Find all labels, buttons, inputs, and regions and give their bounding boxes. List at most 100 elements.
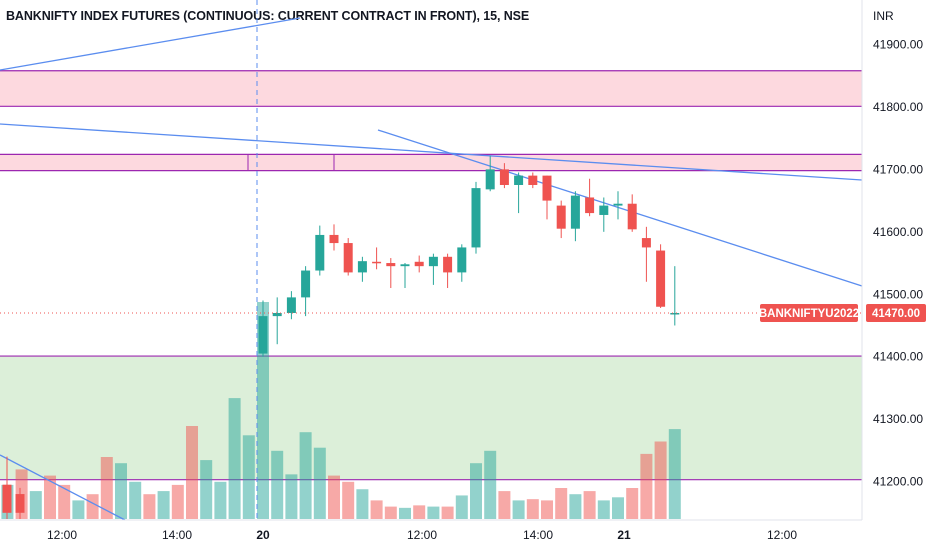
candles — [2, 155, 680, 520]
candle-body — [570, 195, 580, 229]
volume-bar — [242, 435, 255, 519]
currency-label: INR — [873, 9, 894, 23]
volume-bar — [299, 432, 312, 519]
candle-body — [499, 169, 509, 185]
volume-bar — [271, 450, 284, 519]
volume-bar — [115, 463, 127, 519]
resistance-zone — [0, 70, 862, 107]
symbol-tag-text: BANKNIFTYU2022 — [759, 308, 859, 320]
price-tick-label: 41900.00 — [873, 38, 923, 52]
price-zones — [0, 70, 862, 481]
candle-body — [457, 247, 467, 273]
trendline[interactable] — [377, 129, 863, 287]
volume-bar — [427, 506, 440, 519]
price-axis[interactable]: 41900.00 41800.00 41700.00 41600.00 41500.00… — [873, 38, 923, 489]
last-price-tag: 41470.00 — [866, 304, 926, 322]
candle-body — [329, 234, 339, 244]
candle-body — [627, 203, 637, 230]
candle-body — [556, 205, 566, 229]
volume-bar — [597, 500, 610, 519]
candle-body — [258, 316, 268, 354]
candle-body — [272, 312, 282, 317]
volume-bar — [399, 507, 411, 519]
candle-body — [670, 312, 680, 315]
volume-bar — [100, 457, 113, 519]
volume-bar — [640, 453, 653, 519]
trendline[interactable] — [0, 17, 301, 71]
candle-body — [613, 203, 623, 206]
volume-bar — [342, 481, 355, 519]
price-tick-label: 41500.00 — [873, 287, 923, 301]
candle-body — [599, 205, 609, 215]
time-tick-label: 12:00 — [767, 528, 797, 542]
trendlines[interactable] — [0, 17, 863, 521]
time-tick-label: 12:00 — [47, 528, 77, 542]
volume-bar — [654, 441, 667, 519]
volume-bar — [370, 500, 383, 519]
time-tick-label: 14:00 — [162, 528, 192, 542]
candle-body — [301, 270, 311, 298]
price-tick-label: 41600.00 — [873, 225, 923, 239]
volume-bar — [583, 491, 596, 519]
volume-bar — [285, 474, 298, 519]
support-zone — [0, 356, 862, 480]
volume-bar — [72, 500, 85, 519]
candle-body — [585, 197, 595, 214]
volume-bar — [44, 475, 56, 519]
volume-bar — [257, 302, 269, 519]
chart-title: BANKNIFTY INDEX FUTURES (CONTINUOUS: CUR… — [6, 9, 530, 23]
candle-body — [414, 261, 424, 267]
volume-bar — [441, 506, 454, 519]
volume-bar — [413, 505, 426, 519]
trendline[interactable] — [0, 454, 126, 521]
candle-body — [528, 175, 538, 185]
candle-body — [386, 263, 396, 267]
volume-bar — [384, 506, 397, 519]
volume-bar — [455, 495, 468, 519]
candle-body — [357, 261, 367, 273]
volume-bar — [569, 494, 582, 519]
volume-bar — [526, 499, 539, 519]
candle-body — [286, 297, 296, 313]
symbol-tag: BANKNIFTYU2022 — [759, 304, 859, 322]
time-tick-label: 12:00 — [407, 528, 437, 542]
time-tick-label: 21 — [617, 528, 631, 542]
volume-bar — [555, 488, 568, 519]
time-axis[interactable]: 12:00 14:00 20 12:00 14:00 21 12:00 — [47, 528, 797, 542]
price-tick-label: 41400.00 — [873, 350, 923, 364]
volume-bar — [313, 447, 326, 519]
volume-bars — [1, 302, 681, 519]
volume-bar — [328, 475, 340, 519]
price-tick-label: 41200.00 — [873, 475, 923, 489]
volume-bar — [186, 426, 198, 519]
volume-bar — [29, 491, 42, 519]
candle-body — [400, 264, 410, 267]
candle-body — [656, 250, 666, 307]
volume-bar — [668, 429, 681, 519]
last-price-text: 41470.00 — [872, 308, 920, 320]
price-tick-label: 41700.00 — [873, 162, 923, 176]
volume-bar — [484, 450, 497, 519]
volume-bar — [157, 491, 170, 519]
candle-body — [428, 256, 438, 267]
volume-bar — [498, 491, 511, 519]
volume-bar — [143, 494, 156, 519]
volume-bar — [228, 398, 241, 519]
candle-body — [315, 234, 325, 271]
volume-bar — [470, 463, 482, 519]
time-tick-label: 14:00 — [523, 528, 553, 542]
volume-bar — [200, 460, 213, 519]
volume-bar — [58, 484, 71, 519]
volume-bar — [541, 500, 553, 519]
candle-body — [15, 494, 25, 513]
volume-bar — [171, 484, 184, 519]
volume-bar — [129, 481, 142, 519]
volume-bar — [612, 497, 624, 519]
volume-bar — [356, 489, 369, 519]
candle-body — [372, 261, 382, 264]
volume-bar — [512, 500, 525, 519]
trendline[interactable] — [0, 123, 863, 181]
candle-body — [542, 175, 552, 201]
volume-bar — [86, 494, 99, 519]
